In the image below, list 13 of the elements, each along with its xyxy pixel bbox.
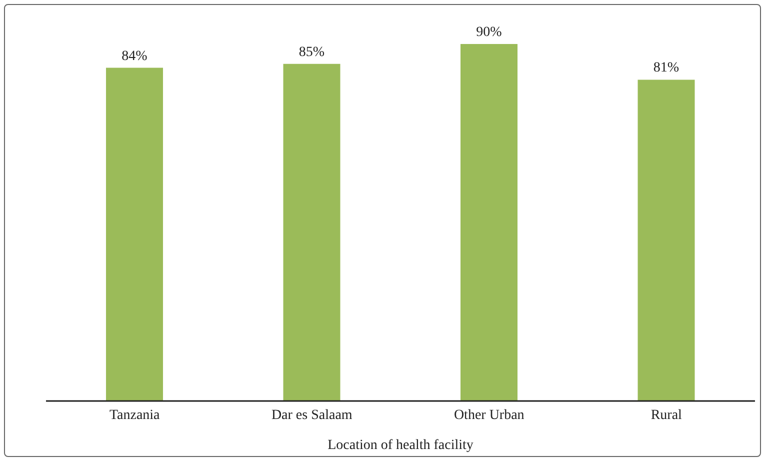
- x-tick-label: Rural: [650, 408, 682, 423]
- x-tick-label: Dar es Salaam: [271, 408, 352, 423]
- data-label: 81%: [653, 60, 680, 76]
- data-label: 90%: [476, 25, 502, 40]
- x-axis-title: Location of health facility: [328, 438, 474, 453]
- bar: [106, 68, 163, 401]
- bar: [283, 64, 340, 401]
- data-label: 84%: [122, 48, 148, 64]
- bar: [638, 80, 695, 401]
- data-label: 85%: [298, 44, 325, 60]
- x-tick-label: Other Urban: [454, 408, 524, 423]
- bar: [460, 44, 518, 401]
- x-tick-label: Tanzania: [109, 408, 161, 423]
